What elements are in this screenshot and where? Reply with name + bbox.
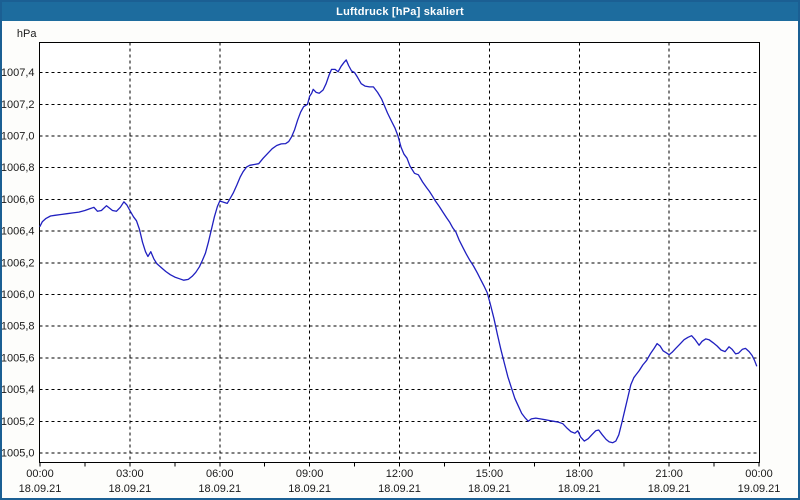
x-time-label: 12:00 [386, 468, 414, 480]
y-tick-label: 1005,2 [2, 416, 35, 428]
y-tick-label: 1006,0 [2, 289, 35, 301]
x-time-label: 03:00 [116, 468, 144, 480]
x-time-label: 09:00 [296, 468, 324, 480]
x-date-label: 18.09.21 [19, 483, 62, 495]
y-tick-label: 1006,8 [2, 162, 35, 174]
x-time-label: 00:00 [745, 468, 773, 480]
x-date-label: 18.09.21 [558, 483, 601, 495]
y-tick-label: 1005,8 [2, 321, 35, 333]
window-title: Luftdruck [hPa] skaliert [336, 5, 464, 18]
x-time-label: 15:00 [476, 468, 504, 480]
y-tick-label: 1006,2 [2, 257, 35, 269]
y-tick-label: 1006,6 [2, 194, 35, 206]
chart-area: 1007,4 1007,2 1007,0 1006,8 1006,6 1006,4 1006… [2, 21, 798, 498]
y-tick-label: 1006,4 [2, 226, 35, 238]
y-tick-label: 1005,0 [2, 447, 35, 459]
x-date-label: 18.09.21 [108, 483, 151, 495]
x-date-label: 18.09.21 [648, 483, 691, 495]
x-date-label: 19.09.21 [738, 483, 781, 495]
plot-border [39, 42, 760, 463]
y-tick-label: 1005,6 [2, 352, 35, 364]
y-tick-label: 1007,0 [2, 131, 35, 143]
y-tick-label: 1005,4 [2, 384, 35, 396]
x-date-label: 18.09.21 [198, 483, 241, 495]
x-time-label: 18:00 [565, 468, 593, 480]
x-time-label: 06:00 [206, 468, 234, 480]
title-bar: Luftdruck [hPa] skaliert [2, 2, 798, 21]
x-time-label: 21:00 [655, 468, 683, 480]
x-date-label: 18.09.21 [468, 483, 511, 495]
y-axis-unit-label: hPa [17, 28, 37, 40]
x-time-label: 00:00 [26, 468, 54, 480]
x-date-label: 18.09.21 [378, 483, 421, 495]
pressure-line [39, 59, 758, 444]
y-tick-label: 1007,4 [2, 67, 35, 79]
y-tick-label: 1007,2 [2, 99, 35, 111]
pressure-chart: 1007,4 1007,2 1007,0 1006,8 1006,6 1006,4 1006… [2, 28, 781, 495]
x-date-label: 18.09.21 [288, 483, 331, 495]
